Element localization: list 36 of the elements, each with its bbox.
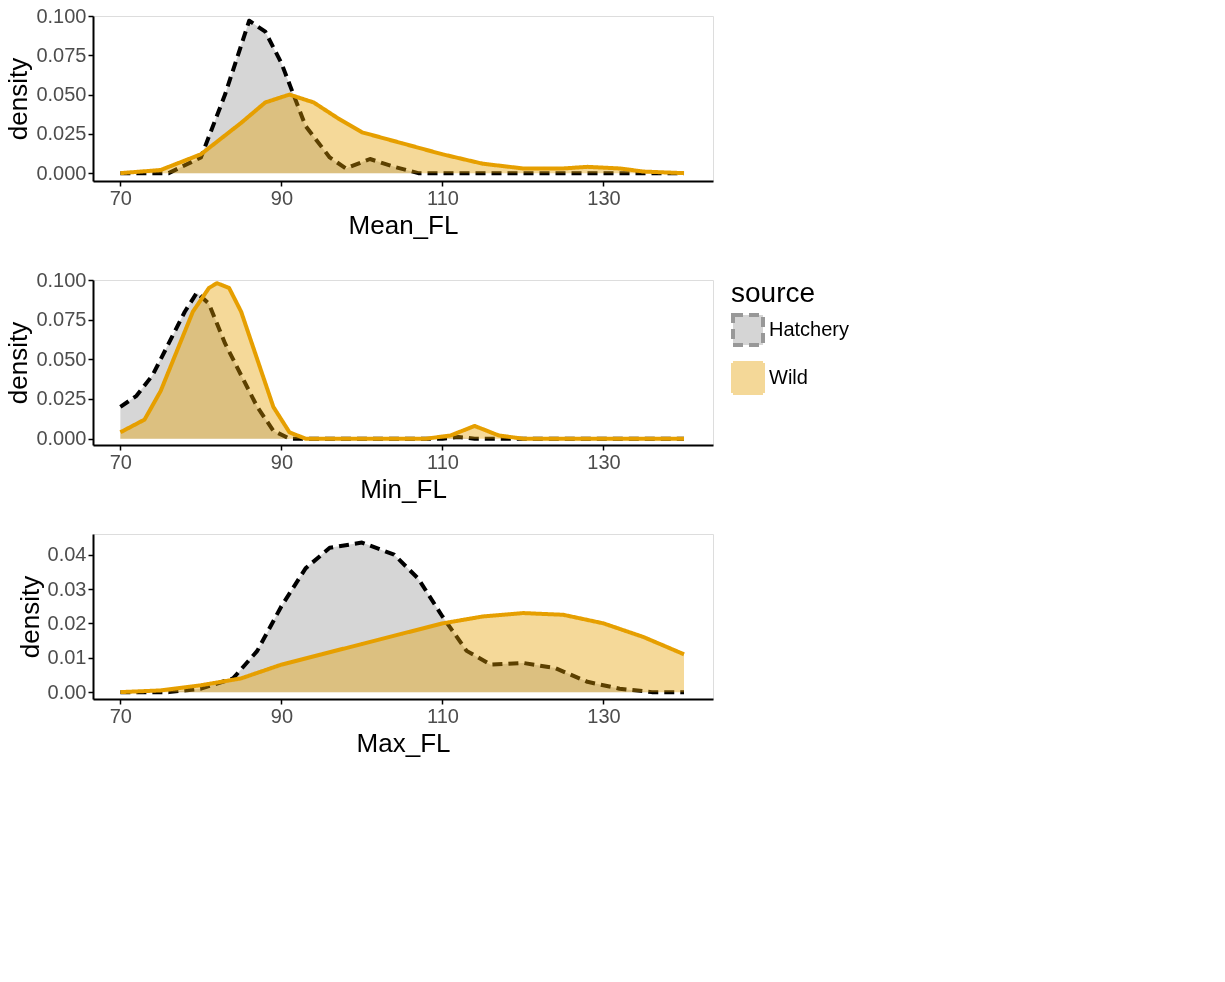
y-tick-label: 0.075 — [36, 308, 87, 331]
y-tick-label: 0.025 — [36, 387, 87, 410]
y-tick-label: 0.04 — [47, 543, 87, 566]
x-tick-label: 130 — [587, 704, 621, 727]
x-tick-label: 110 — [427, 450, 459, 473]
y-tick-label: 0.100 — [36, 4, 87, 27]
y-tick-label: 0.050 — [36, 347, 87, 370]
x-axis-title: Max_FL — [356, 727, 451, 758]
x-axis-title: Mean_FL — [348, 209, 459, 240]
x-tick-label: 110 — [427, 186, 459, 209]
legend-label: Wild — [769, 366, 808, 388]
legend-label: Hatchery — [769, 318, 850, 340]
x-tick-label: 90 — [270, 186, 294, 209]
x-tick-label: 90 — [270, 704, 294, 727]
x-tick-label: 130 — [587, 186, 621, 209]
y-tick-label: 0.00 — [47, 680, 87, 703]
y-axis-title: density — [14, 575, 45, 659]
x-tick-label: 90 — [270, 450, 294, 473]
y-tick-label: 0.000 — [36, 427, 87, 450]
y-tick-label: 0.03 — [47, 577, 87, 600]
y-tick-label: 0.100 — [36, 268, 87, 291]
x-axis-title: Min_FL — [360, 473, 447, 504]
y-tick-label: 0.075 — [36, 43, 87, 66]
x-tick-label: 130 — [587, 450, 621, 473]
y-tick-label: 0.01 — [47, 646, 87, 669]
legend-title: source — [731, 277, 816, 308]
y-tick-label: 0.000 — [36, 161, 87, 184]
y-axis-title: density — [3, 57, 34, 141]
x-tick-label: 70 — [109, 186, 132, 209]
x-tick-label: 70 — [109, 450, 132, 473]
y-tick-label: 0.02 — [47, 611, 87, 634]
y-tick-label: 0.050 — [36, 83, 87, 106]
y-tick-label: 0.025 — [36, 122, 87, 145]
x-tick-label: 70 — [109, 704, 132, 727]
y-axis-title: density — [3, 321, 34, 405]
x-tick-label: 110 — [427, 704, 459, 727]
